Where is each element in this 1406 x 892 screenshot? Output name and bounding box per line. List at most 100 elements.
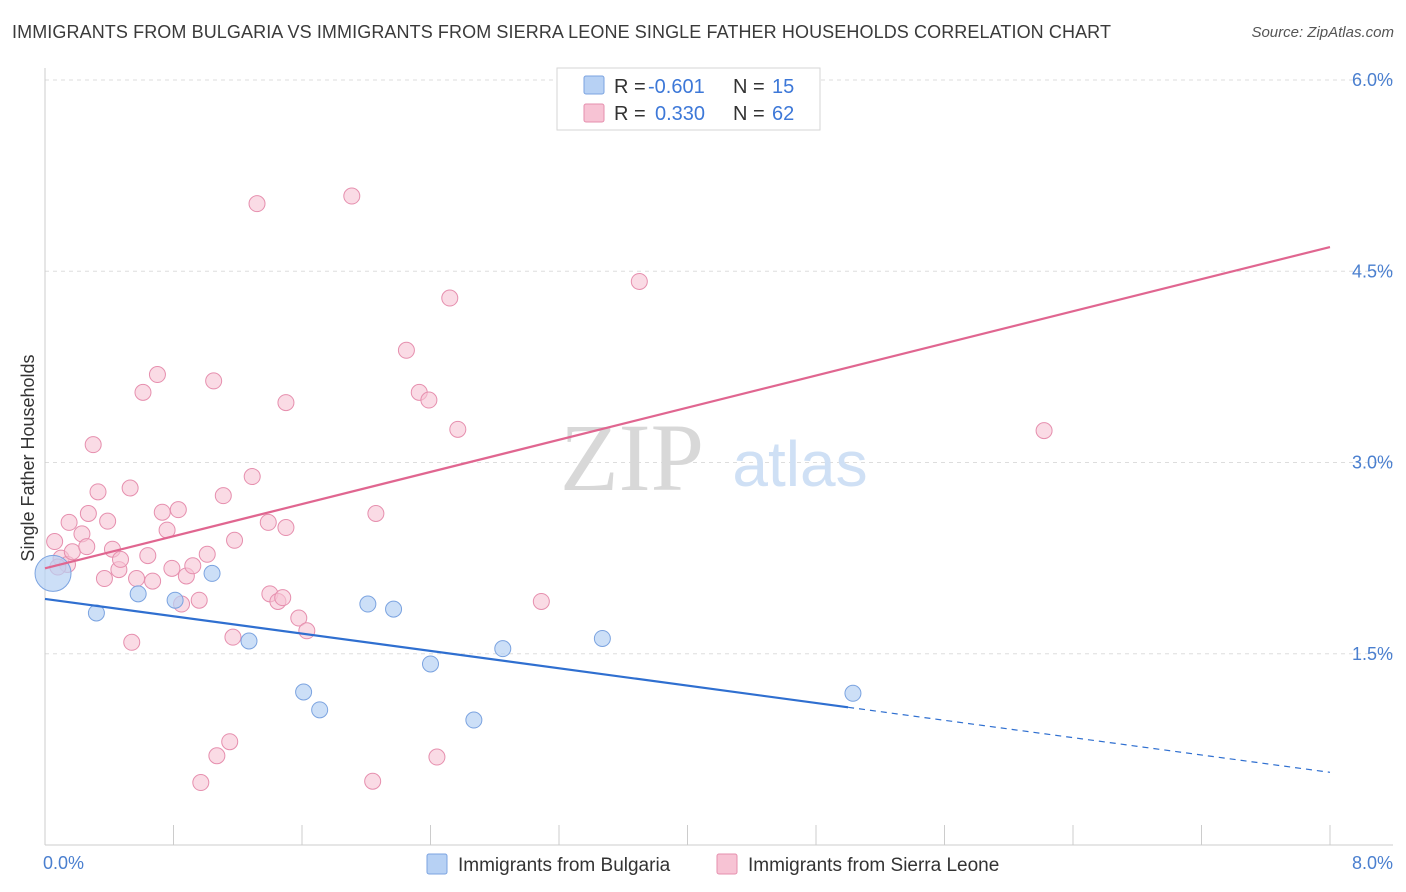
bulgaria-trend-line [44, 597, 849, 709]
sierra-leone-point [420, 391, 438, 409]
sierra-leone-point [428, 748, 446, 766]
sierra-leone-point [367, 505, 385, 522]
sierra-leone-point [290, 609, 308, 627]
legend-r-label-sierra-leone: R = [614, 103, 646, 125]
chart-title: IMMIGRANTS FROM BULGARIA VS IMMIGRANTS F… [12, 22, 1112, 42]
sierra-leone-point [208, 747, 226, 765]
sierra-leone-point [169, 501, 187, 519]
sierra-leone-point [89, 483, 107, 501]
sierra-leone-point [205, 372, 223, 390]
sierra-leone-point [259, 513, 277, 531]
bulgaria-point [844, 684, 862, 702]
sierra-leone-point [214, 487, 232, 505]
bulgaria-point [465, 711, 483, 729]
bulgaria-points [34, 554, 862, 729]
sierra-leone-point [1035, 422, 1053, 440]
bulgaria-point [240, 632, 258, 650]
sierra-leone-point [243, 468, 261, 486]
legend-r-label-bulgaria: R = [614, 76, 646, 98]
sierra-leone-point [63, 543, 81, 561]
watermark-zip: ZIP [560, 404, 704, 511]
legend-r-value-sierra-leone: 0.330 [655, 103, 705, 125]
sierra-leone-point [144, 572, 162, 590]
axes-layer [44, 68, 1393, 846]
source-label: Source: ZipAtlas.com [1251, 24, 1394, 41]
sierra-leone-point [298, 622, 316, 640]
y-tick-label: 6.0% [1352, 70, 1393, 90]
bulgaria-point [129, 585, 147, 603]
legend-n-label-bulgaria: N = [733, 76, 765, 98]
sierra-leone-point [532, 592, 550, 610]
sierra-leone-point [441, 289, 459, 307]
y-tick-label: 1.5% [1352, 644, 1393, 664]
sierra-leone-point [449, 420, 467, 438]
sierra-leone-point [84, 436, 102, 454]
y-tick-labels: 1.5% 3.0% 4.5% 6.0% [1352, 70, 1393, 664]
bottom-legend-label-sierra-leone: Immigrants from Sierra Leone [748, 855, 999, 876]
legend-r-value-bulgaria: -0.601 [648, 76, 705, 98]
sierra-leone-point [277, 519, 295, 537]
bulgaria-point [34, 554, 72, 592]
sierra-leone-points [46, 108, 1053, 792]
legend-swatch-bulgaria [583, 75, 605, 95]
bulgaria-point [311, 701, 329, 719]
bulgaria-point [166, 591, 184, 609]
legend-n-value-sierra-leone: 62 [772, 103, 794, 125]
x-tick-label-max: 8.0% [1352, 853, 1393, 873]
series-legend: Immigrants from Bulgaria Immigrants from… [426, 853, 999, 876]
bulgaria-trend-extension [848, 706, 1331, 773]
sierra-leone-trend-line [44, 245, 1331, 570]
sierra-leone-point [60, 513, 78, 531]
sierra-leone-point [198, 545, 216, 563]
sierra-leone-point [139, 547, 157, 565]
sierra-leone-point [99, 512, 117, 530]
sierra-leone-point [364, 772, 382, 790]
sierra-leone-point [153, 503, 171, 521]
sierra-leone-point [95, 570, 113, 588]
bulgaria-point [422, 655, 439, 673]
sierra-leone-point [277, 394, 295, 412]
sierra-leone-point [224, 628, 242, 646]
sierra-leone-point [343, 187, 361, 205]
sierra-leone-point [274, 589, 292, 607]
y-tick-label: 3.0% [1352, 453, 1393, 473]
sierra-leone-point [134, 383, 152, 401]
bulgaria-point [593, 629, 611, 647]
y-tick-label: 4.5% [1352, 261, 1393, 281]
legend-n-label-sierra-leone: N = [733, 103, 765, 125]
sierra-leone-point [123, 633, 141, 651]
bulgaria-point [359, 595, 377, 613]
y-axis-label: Single Father Households [18, 354, 38, 561]
sierra-leone-point [221, 733, 239, 751]
sierra-leone-point [46, 533, 64, 551]
sierra-leone-point [121, 479, 139, 497]
correlation-legend: R = -0.601 N = 15 R = 0.330 N = 62 [556, 67, 821, 131]
sierra-leone-point [79, 505, 97, 522]
sierra-leone-point [148, 366, 166, 384]
sierra-leone-point [78, 538, 96, 556]
bottom-legend-swatch-bulgaria [426, 853, 448, 875]
grid-layer [45, 79, 1393, 655]
sierra-leone-point [184, 557, 202, 575]
bottom-legend-swatch-sierra-leone [716, 853, 738, 875]
sierra-leone-point [128, 570, 146, 588]
sierra-leone-point [111, 550, 129, 568]
x-tick-label-min: 0.0% [43, 853, 84, 873]
sierra-leone-point [248, 195, 266, 213]
bottom-legend-label-bulgaria: Immigrants from Bulgaria [458, 855, 671, 876]
bulgaria-point [494, 640, 512, 658]
bulgaria-point [203, 564, 221, 582]
sierra-leone-point [190, 591, 208, 609]
sierra-leone-point [226, 531, 244, 549]
sierra-leone-point [163, 559, 181, 577]
legend-n-value-bulgaria: 15 [772, 76, 794, 98]
sierra-leone-point [630, 272, 648, 290]
sierra-leone-point [397, 341, 415, 359]
watermark-atlas: atlas [732, 428, 867, 500]
bulgaria-point [385, 600, 403, 618]
watermark: ZIP atlas [560, 404, 868, 511]
sierra-leone-point [192, 774, 210, 792]
bulgaria-point [295, 683, 313, 701]
trend-lines [44, 245, 1331, 773]
legend-swatch-sierra-leone [583, 103, 605, 123]
